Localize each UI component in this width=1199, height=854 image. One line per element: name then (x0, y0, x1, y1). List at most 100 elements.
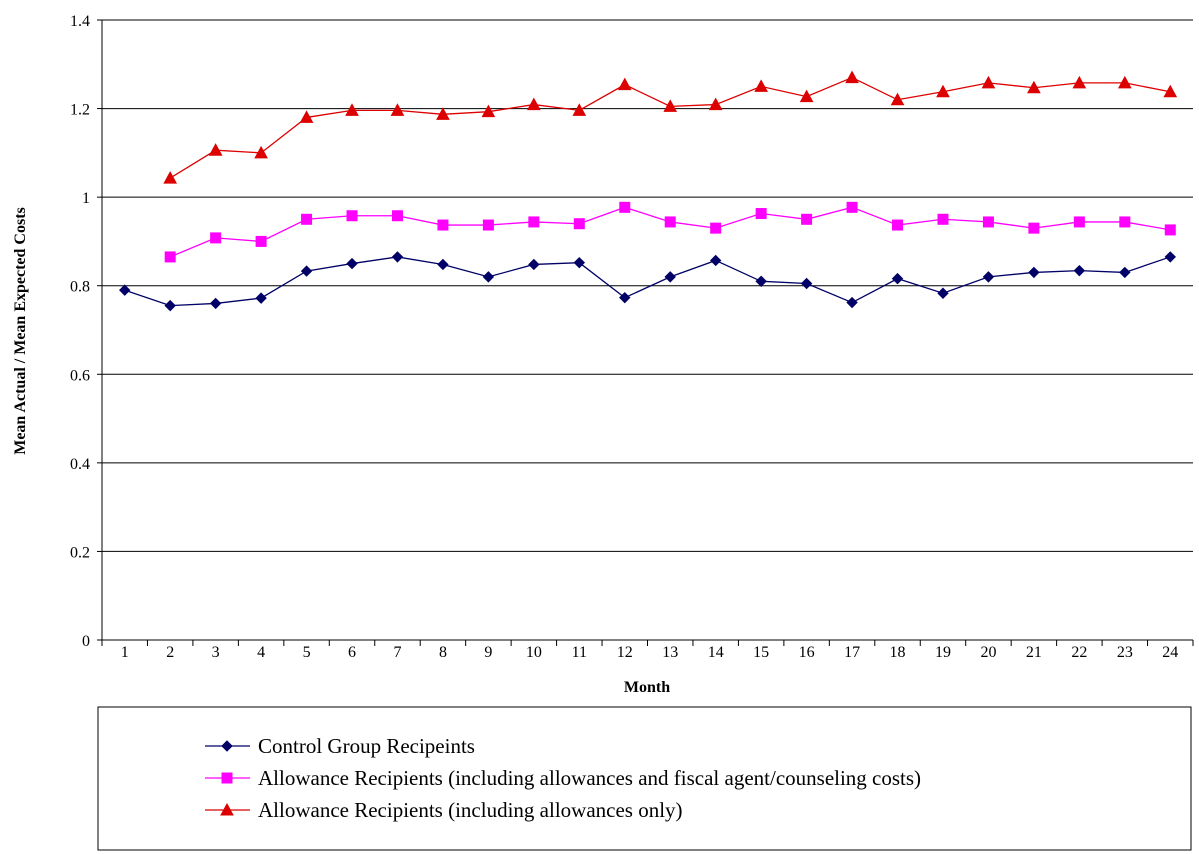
data-point (209, 297, 222, 310)
x-tick-label: 18 (890, 644, 906, 661)
legend-label: Control Group Recipeints (258, 734, 475, 758)
data-point (937, 287, 949, 299)
data-point (255, 235, 267, 247)
y-tick-label: 1.4 (70, 13, 90, 30)
data-point (981, 75, 996, 89)
series-1 (119, 251, 1176, 312)
data-point (299, 110, 314, 123)
gridlines (102, 19, 1193, 552)
legend-label: Allowance Recipients (including allowanc… (258, 766, 921, 790)
data-point (1073, 216, 1085, 228)
data-point (528, 216, 540, 228)
data-point (482, 271, 495, 283)
data-point (528, 258, 540, 271)
data-point (709, 254, 722, 267)
data-point (846, 201, 858, 213)
y-tick-label: 1 (82, 190, 90, 207)
data-point (164, 299, 176, 312)
data-point (1072, 75, 1087, 89)
legend-item: Allowance Recipients (including allowanc… (205, 766, 921, 790)
legend-swatch-marker (221, 772, 233, 784)
series-line (124, 256, 1171, 307)
data-point (255, 292, 267, 304)
data-point (436, 107, 450, 120)
data-point (846, 296, 858, 309)
x-tick-label: 3 (212, 644, 220, 661)
data-point (346, 257, 358, 270)
data-point (1164, 251, 1176, 263)
series-group (119, 70, 1178, 312)
data-point (301, 213, 313, 225)
data-point (892, 219, 904, 231)
legend-item: Control Group Recipeints (205, 734, 475, 758)
y-tick-label: 1.2 (70, 102, 90, 119)
data-point (1119, 266, 1131, 279)
data-point (1073, 264, 1086, 277)
series-2 (164, 201, 1176, 263)
data-point (437, 258, 449, 271)
y-tick-label: 0.8 (70, 279, 90, 296)
y-tick-label: 0.2 (70, 544, 90, 561)
legend-swatch-marker (220, 802, 234, 816)
data-point (936, 84, 950, 98)
data-point (754, 79, 768, 92)
data-point (527, 97, 541, 111)
x-tick-label: 19 (935, 644, 951, 661)
x-tick-label: 11 (572, 644, 587, 661)
data-point (572, 103, 587, 116)
data-point (437, 219, 449, 231)
data-point (619, 291, 631, 304)
x-tick-label: 8 (439, 644, 447, 661)
data-point (845, 70, 859, 84)
x-tick-label: 2 (166, 644, 174, 661)
y-tick-label: 0.6 (70, 367, 90, 384)
data-point (164, 251, 176, 263)
data-point (573, 218, 585, 230)
data-point (1163, 84, 1178, 98)
x-tick-label: 5 (303, 644, 311, 661)
data-point (801, 213, 813, 225)
series-line (169, 206, 1171, 258)
series-3 (163, 70, 1178, 184)
y-tick-label: 0 (82, 633, 90, 650)
data-point (800, 277, 813, 290)
x-tick-label: 13 (662, 644, 678, 661)
data-point (210, 232, 222, 244)
data-point (163, 171, 178, 184)
data-point (890, 92, 905, 106)
data-point (1117, 75, 1132, 89)
data-point (573, 256, 586, 269)
x-tick-label: 24 (1162, 644, 1178, 661)
data-point (663, 99, 678, 112)
x-tick-label: 7 (393, 644, 401, 661)
data-point (799, 89, 814, 103)
x-tick-label: 21 (1026, 644, 1042, 661)
data-point (482, 219, 494, 231)
data-point (1119, 216, 1131, 228)
data-point (710, 222, 722, 234)
y-axis-title: Mean Actual / Mean Expected Costs (12, 207, 29, 455)
data-point (891, 272, 904, 285)
x-tick-label: 22 (1071, 644, 1087, 661)
x-tick-label: 6 (348, 644, 356, 661)
data-point (982, 216, 994, 228)
data-point (664, 216, 676, 228)
legend-label: Allowance Recipients (including allowanc… (258, 798, 683, 822)
y-tick-label: 0.4 (70, 456, 90, 473)
x-tick-label: 4 (257, 644, 265, 661)
data-point (1028, 222, 1040, 234)
data-point (390, 103, 405, 116)
legend: Control Group Recipeints Allowance Recipi… (97, 706, 1192, 851)
x-tick-label: 1 (121, 644, 129, 661)
data-point (1028, 266, 1040, 279)
data-point (254, 145, 268, 159)
data-point (345, 103, 359, 116)
x-tick-label: 9 (484, 644, 492, 661)
data-point (755, 208, 767, 220)
data-point (300, 265, 313, 277)
x-tick-label: 20 (980, 644, 996, 661)
data-point (982, 271, 995, 283)
data-point (617, 77, 632, 91)
x-tick-label: 15 (753, 644, 769, 661)
